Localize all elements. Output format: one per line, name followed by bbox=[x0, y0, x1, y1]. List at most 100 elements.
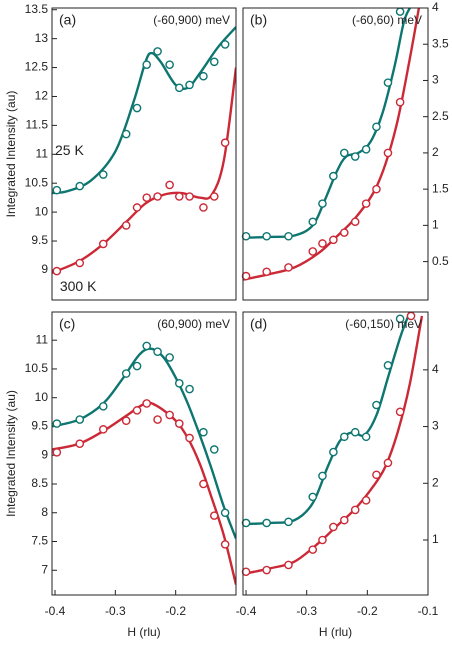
data-point bbox=[220, 508, 230, 518]
data-point bbox=[220, 40, 230, 49]
data-point bbox=[185, 192, 194, 201]
y-tick-label: 1 bbox=[432, 218, 439, 232]
data-point bbox=[308, 217, 318, 227]
y-tick-label: 12.5 bbox=[25, 60, 49, 74]
data-point bbox=[153, 192, 162, 201]
y-tick-label: 10 bbox=[35, 390, 49, 404]
data-point bbox=[153, 415, 162, 424]
data-point bbox=[383, 458, 393, 468]
data-point bbox=[383, 361, 393, 370]
data-point bbox=[98, 170, 108, 179]
x-axis-label: H (rlu) bbox=[127, 625, 160, 639]
data-point bbox=[142, 399, 152, 408]
data-point bbox=[350, 505, 360, 515]
data-point bbox=[308, 492, 318, 502]
data-point bbox=[209, 57, 219, 67]
data-point bbox=[318, 199, 327, 208]
data-point bbox=[153, 347, 162, 356]
y-tick-label: 13.5 bbox=[25, 2, 49, 16]
data-point bbox=[262, 518, 271, 528]
panel-frame bbox=[242, 311, 429, 596]
data-point bbox=[361, 199, 371, 208]
data-point bbox=[132, 203, 142, 212]
data-point bbox=[165, 180, 174, 190]
data-point bbox=[165, 353, 174, 362]
fit-line bbox=[52, 401, 236, 585]
y-tick-label: 2.5 bbox=[432, 109, 449, 123]
data-point bbox=[395, 314, 405, 324]
data-point bbox=[372, 122, 381, 132]
data-point bbox=[372, 184, 381, 194]
y-tick-label: 9 bbox=[41, 447, 48, 461]
data-point bbox=[372, 470, 381, 480]
y-tick-label: 8 bbox=[41, 505, 48, 519]
x-tick-label: -0.1 bbox=[418, 604, 439, 618]
panel: 7 7.5 8 8.5 9 9.5 10 10.5 11 -0.4 -0.3 -0.2 (c) (60,9… bbox=[4, 311, 237, 639]
data-point bbox=[361, 432, 371, 442]
y-tick-label: 2 bbox=[432, 145, 439, 159]
data-point bbox=[98, 425, 108, 434]
data-point bbox=[174, 192, 184, 201]
data-point bbox=[52, 185, 62, 195]
data-point bbox=[318, 471, 327, 481]
data-point bbox=[185, 384, 194, 394]
fit-line bbox=[243, 312, 411, 526]
x-tick-label: -0.2 bbox=[165, 604, 186, 618]
y-tick-label: 9 bbox=[41, 262, 48, 276]
data-point bbox=[329, 235, 338, 245]
data-point bbox=[339, 228, 349, 237]
data-point bbox=[318, 535, 327, 545]
panel: 0.5 1 1.5 2 2.5 3 3.5 4 (b) (-60,60) meV bbox=[241, 0, 449, 301]
data-point bbox=[52, 419, 62, 428]
data-point bbox=[199, 71, 208, 81]
panel-label: (a) bbox=[59, 12, 76, 28]
data-point bbox=[308, 247, 318, 256]
y-axis-label: Integrated Intensity (au) bbox=[4, 91, 18, 218]
data-point bbox=[75, 258, 85, 268]
y-tick-label: 3 bbox=[432, 73, 439, 87]
data-point bbox=[220, 138, 230, 148]
data-point bbox=[262, 565, 271, 575]
x-tick-label: -0.3 bbox=[105, 604, 126, 618]
y-tick-label: 10 bbox=[35, 204, 49, 218]
y-tick-label: 11.5 bbox=[26, 118, 49, 132]
panel-frame bbox=[51, 7, 237, 301]
y-tick-label: 1 bbox=[432, 532, 439, 546]
data-point bbox=[52, 266, 62, 276]
data-point bbox=[395, 97, 405, 107]
y-tick-label: 3.5 bbox=[432, 36, 449, 50]
data-point bbox=[209, 511, 219, 520]
y-tick-label: 8.5 bbox=[31, 476, 48, 490]
data-point bbox=[75, 439, 85, 449]
panel-subtitle: (-60,150) meV bbox=[345, 317, 422, 331]
plot-area bbox=[52, 347, 236, 585]
data-point bbox=[153, 47, 162, 56]
data-point bbox=[241, 567, 251, 577]
y-tick-label: 2 bbox=[432, 475, 439, 489]
data-point bbox=[284, 517, 293, 527]
data-point bbox=[220, 540, 230, 549]
data-point bbox=[339, 432, 349, 442]
data-point bbox=[165, 410, 174, 420]
y-tick-label: 11 bbox=[36, 332, 49, 346]
data-point bbox=[174, 419, 184, 428]
y-tick-label: 10.5 bbox=[25, 175, 49, 189]
y-tick-label: 7 bbox=[41, 562, 48, 576]
panel-subtitle: (-60,60) meV bbox=[352, 13, 422, 27]
data-point bbox=[241, 518, 251, 528]
data-point bbox=[318, 239, 327, 248]
data-point bbox=[209, 445, 219, 454]
data-point bbox=[350, 152, 360, 161]
data-point bbox=[395, 407, 405, 417]
fit-line bbox=[52, 26, 236, 195]
fit-line bbox=[52, 67, 236, 274]
y-tick-label: 1.5 bbox=[432, 181, 449, 195]
data-point bbox=[185, 433, 194, 443]
y-tick-label: 11 bbox=[36, 146, 49, 160]
panel-subtitle: (60,900) meV bbox=[157, 317, 230, 331]
data-point bbox=[199, 479, 208, 489]
data-point bbox=[98, 402, 108, 411]
panel: 9 9.5 10 10.5 11 11.5 12 12.5 13 13.5 (a) (-60,900)… bbox=[4, 2, 237, 301]
data-point bbox=[121, 369, 131, 378]
data-point bbox=[98, 239, 108, 249]
